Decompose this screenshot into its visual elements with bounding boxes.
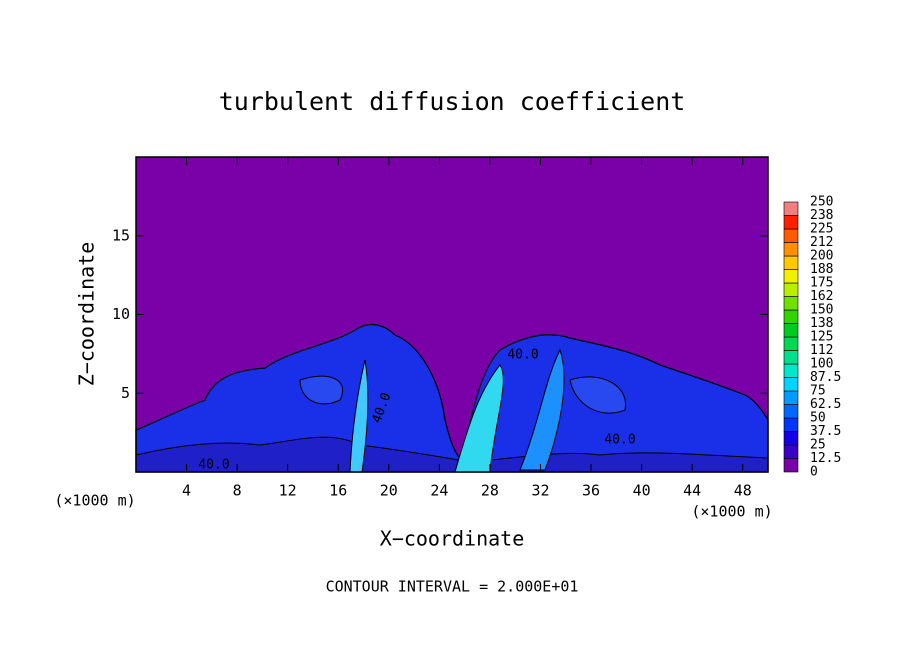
x-tick-label: 44 bbox=[683, 482, 701, 500]
footnote: CONTOUR INTERVAL = 2.000E+01 bbox=[326, 578, 579, 596]
colorbar-label: 200 bbox=[810, 249, 833, 264]
colorbar-label: 150 bbox=[810, 303, 833, 318]
field-region bbox=[135, 436, 769, 473]
colorbar-label: 87.5 bbox=[810, 370, 841, 385]
colorbar-label: 212 bbox=[810, 235, 833, 250]
y-tick-label: 15 bbox=[112, 226, 130, 244]
x-tick-label: 4 bbox=[182, 482, 191, 500]
colorbar-cell bbox=[783, 201, 799, 216]
x-tick-label: 36 bbox=[582, 482, 600, 500]
colorbar-label: 0 bbox=[810, 465, 818, 480]
colorbar-cell bbox=[783, 417, 799, 432]
colorbar-label: 175 bbox=[810, 276, 833, 291]
x-unit-label: (×1000 m) bbox=[691, 503, 772, 521]
field bbox=[135, 157, 769, 473]
colorbar-cell bbox=[783, 444, 799, 459]
colorbar-cell bbox=[783, 377, 799, 392]
colorbar-label: 112 bbox=[810, 343, 833, 358]
colorbar-label: 125 bbox=[810, 330, 833, 345]
colorbar-cell bbox=[783, 269, 799, 284]
x-tick-label: 48 bbox=[734, 482, 752, 500]
colorbar-cell bbox=[783, 404, 799, 419]
y-tick-label: 5 bbox=[121, 384, 130, 402]
colorbar-label: 188 bbox=[810, 262, 833, 277]
x-axis-label: X−coordinate bbox=[380, 527, 525, 551]
colorbar-cell bbox=[783, 309, 799, 324]
colorbar-label: 250 bbox=[810, 195, 833, 210]
colorbar-label: 225 bbox=[810, 222, 833, 237]
x-tick-label: 12 bbox=[279, 482, 297, 500]
colorbar-cell bbox=[783, 242, 799, 257]
colorbar-label: 12.5 bbox=[810, 451, 841, 466]
colorbar-cell bbox=[783, 282, 799, 297]
field-region bbox=[299, 375, 343, 405]
colorbar-label: 50 bbox=[810, 411, 826, 426]
colorbar-cell bbox=[783, 363, 799, 378]
x-tick-label: 40 bbox=[633, 482, 651, 500]
colorbar-label: 162 bbox=[810, 289, 833, 304]
x-tick-label: 16 bbox=[329, 482, 347, 500]
contour-label: 40.0 bbox=[198, 458, 229, 473]
colorbar-label: 238 bbox=[810, 208, 833, 223]
field-region bbox=[569, 376, 626, 414]
colorbar-cell bbox=[783, 390, 799, 405]
colorbar-label: 37.5 bbox=[810, 424, 841, 439]
contour-label: 40.0 bbox=[604, 433, 635, 448]
colorbar-cell bbox=[783, 255, 799, 270]
colorbar-cell bbox=[783, 228, 799, 243]
x-tick-label: 20 bbox=[380, 482, 398, 500]
x-tick-label: 8 bbox=[233, 482, 242, 500]
colorbar-label: 100 bbox=[810, 357, 833, 372]
colorbar-label: 75 bbox=[810, 384, 826, 399]
colorbar-cell bbox=[783, 458, 799, 473]
field-region bbox=[135, 323, 769, 473]
chart-title: turbulent diffusion coefficient bbox=[219, 87, 686, 116]
colorbar-cell bbox=[783, 336, 799, 351]
colorbar-cell bbox=[783, 323, 799, 338]
field-region bbox=[454, 364, 504, 473]
colorbar-cell bbox=[783, 296, 799, 311]
y-unit-label: (×1000 m) bbox=[54, 492, 135, 510]
colorbar-label: 62.5 bbox=[810, 397, 841, 412]
x-tick-label: 28 bbox=[481, 482, 499, 500]
contour-label: 40.0 bbox=[507, 348, 538, 363]
colorbar-label: 25 bbox=[810, 438, 826, 453]
y-axis-label: Z−coordinate bbox=[75, 242, 99, 387]
field-region bbox=[519, 348, 565, 471]
colorbar-cell bbox=[783, 350, 799, 365]
x-tick-label: 24 bbox=[430, 482, 448, 500]
y-tick-label: 10 bbox=[112, 305, 130, 323]
x-tick-label: 32 bbox=[531, 482, 549, 500]
colorbar-label: 138 bbox=[810, 316, 833, 331]
colorbar-cell bbox=[783, 215, 799, 230]
colorbar-cell bbox=[783, 431, 799, 446]
field-region bbox=[349, 359, 369, 473]
